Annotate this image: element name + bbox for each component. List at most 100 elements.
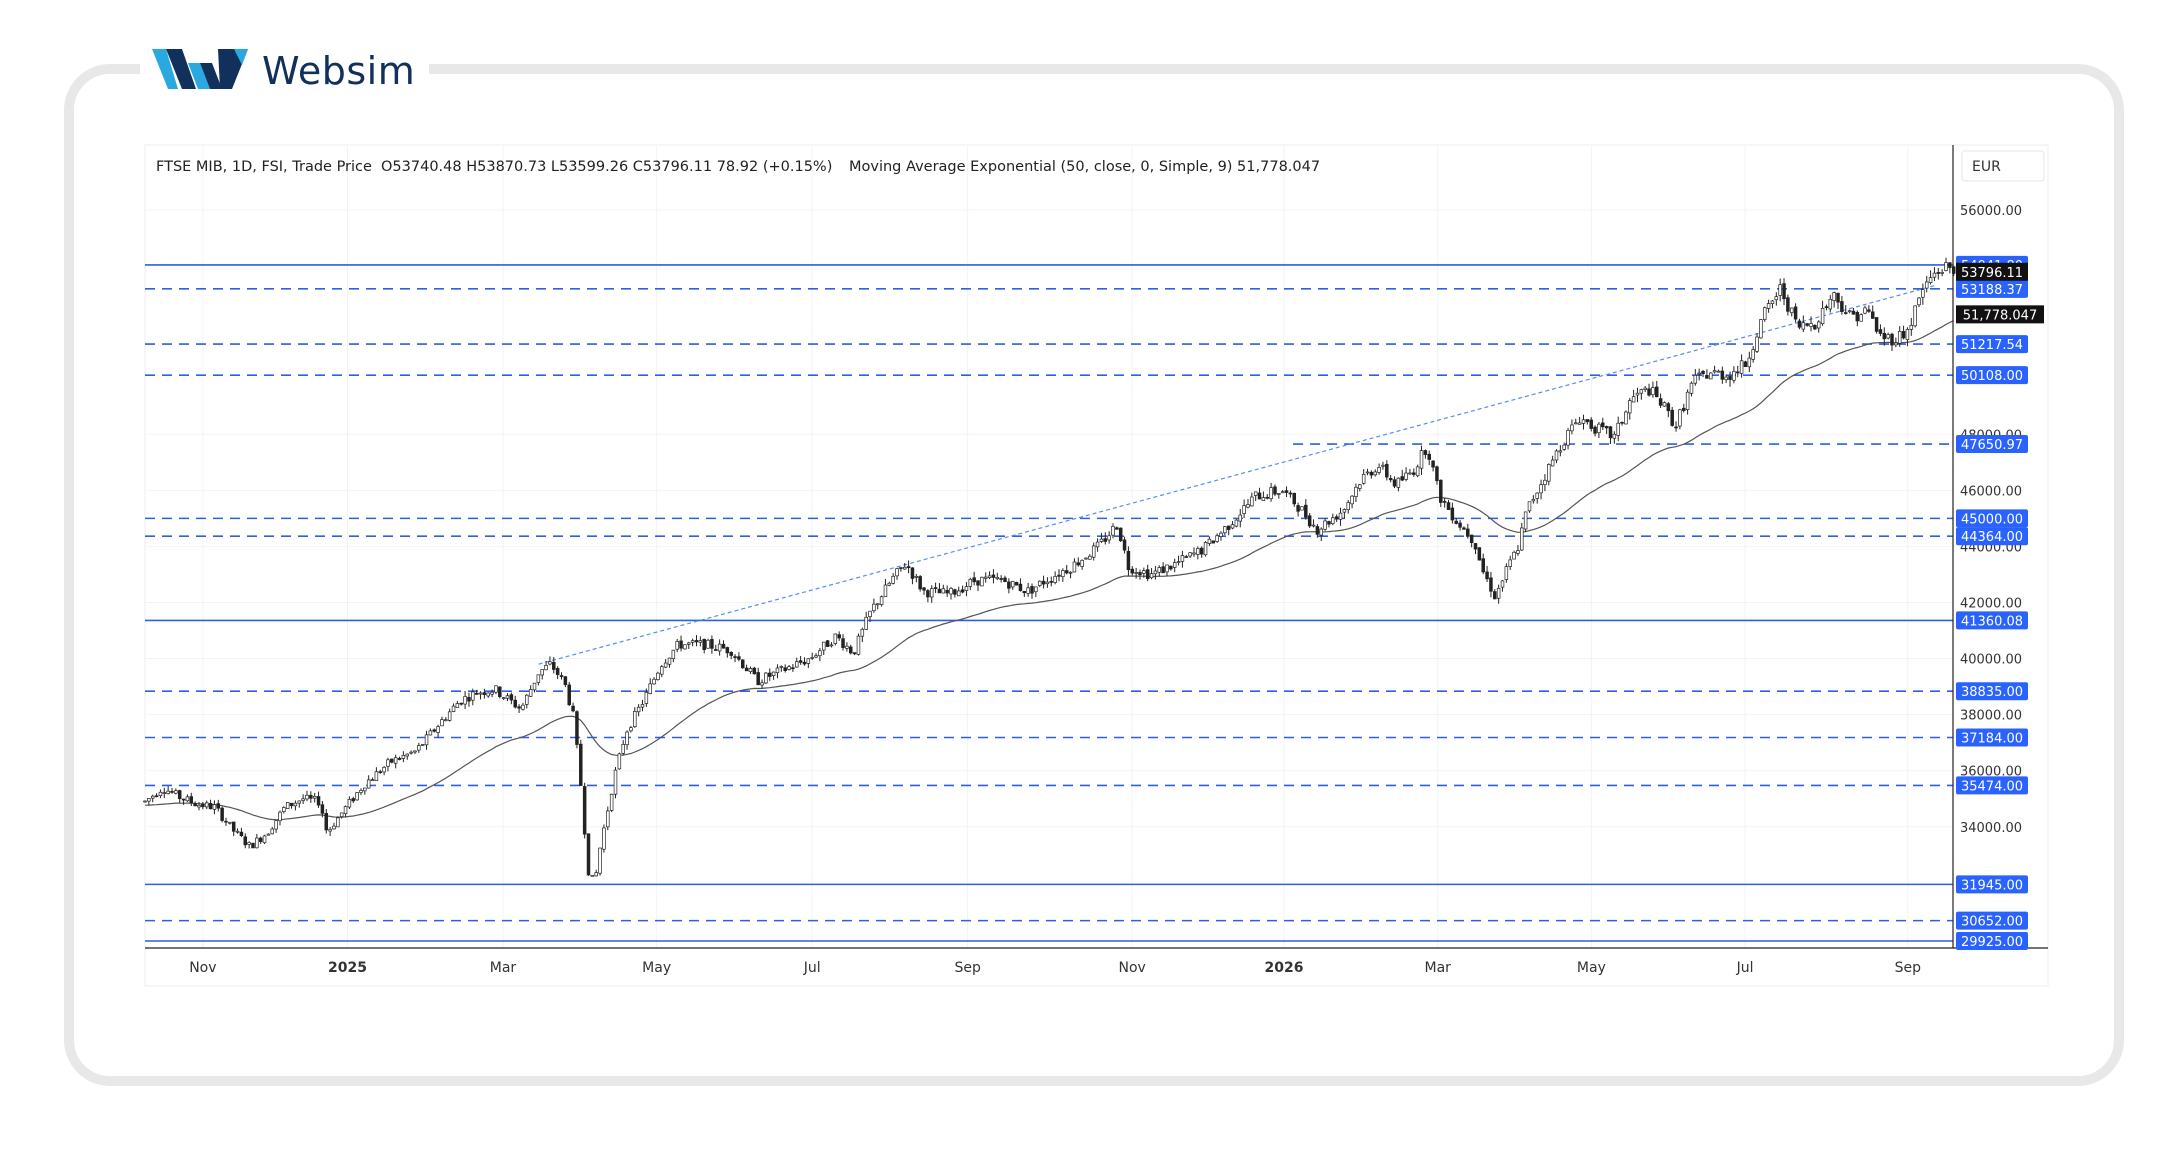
level-tag [1956,776,2028,795]
candle-body [1342,509,1347,513]
candle-body [899,567,903,569]
candle-body [282,807,286,812]
candle-body [1219,532,1223,537]
candle-body [733,656,737,658]
level-value: 47650.97 [1961,438,2023,453]
plot-area-background [144,144,2049,987]
candle-body [1666,403,1671,412]
candle-body [174,790,178,794]
candle-body [1176,561,1181,563]
candle-body [1061,570,1065,578]
candle-body [266,833,271,836]
candle-body [197,805,201,808]
candle-body [1670,409,1674,426]
candle-body [895,568,899,577]
level-value: 44364.00 [1961,530,2023,545]
candle-body [347,799,352,808]
candle-body [1682,407,1686,411]
candle-body [370,779,375,781]
candle-body [1385,463,1389,478]
candle-body [1924,281,1929,289]
candle-body [189,796,194,804]
candle-body [1307,515,1312,527]
candle-body [1867,309,1871,312]
candle-body [1766,303,1771,309]
price-tick-label: 38000.00 [1960,709,2022,724]
candle-body [1134,572,1138,574]
candle-body [571,705,575,712]
level-value: 45000.00 [1961,512,2023,527]
candle-body [1543,479,1547,486]
candle-body [833,633,838,644]
candle-body [1539,484,1543,494]
candle-body [1739,360,1744,374]
candle-body [694,640,699,643]
candle-body [841,638,845,648]
candle-body [660,666,664,675]
candle-body [1566,429,1570,446]
candle-body [1277,493,1281,495]
level-value: 51217.54 [1961,338,2023,353]
candle-body [1562,444,1566,450]
candle-body [1890,333,1894,346]
candle-body [852,652,857,655]
candle-body [687,642,691,645]
candle-body [1917,297,1921,306]
candle-body [351,798,356,802]
candle-body [937,588,942,594]
candle-body [1512,551,1516,560]
candle-body [1655,386,1659,398]
candle-body [517,706,521,709]
candle-body [1415,466,1420,477]
candle-body [185,796,190,802]
candle-body [467,696,471,702]
candle-body [409,751,413,754]
candle-body [262,835,267,844]
candle-body [1130,568,1135,574]
candle-body [702,638,706,650]
time-axis-labels: Nov 2025 Mar May Jul Sep Nov 2026 Mar May Jul Sep [189,960,1921,976]
candle-body [1292,492,1296,505]
candle-body [1238,514,1243,522]
candle-body [810,657,814,659]
candle-body [606,810,610,828]
candle-body [339,812,344,818]
candle-body [825,640,830,647]
candle-body [1030,586,1034,594]
candle-body [1735,371,1740,374]
candle-body [1269,487,1273,500]
candle-body [1207,538,1212,544]
candle-body [960,589,965,593]
time-tick-label: Jul [803,960,821,976]
candle-body [413,750,417,753]
candle-body [1469,534,1474,543]
candle-body [355,792,359,801]
candle-body [559,675,564,677]
candle-body [1462,527,1466,530]
currency-box[interactable] [1961,150,2045,182]
candle-body [540,669,544,676]
candle-body [625,731,629,746]
candle-body [228,821,232,824]
candle-body [914,575,919,578]
candle-body [1774,296,1779,301]
candle-body [1693,374,1698,384]
candle-body [1647,388,1651,396]
candle-body [879,596,884,605]
candle-body [1172,562,1177,568]
candle-body [945,589,949,594]
candle-body [1388,478,1393,481]
candle-body [814,655,818,658]
candle-body [698,640,703,643]
candle-body [332,825,336,830]
time-tick-label: May [642,960,671,976]
candle-body [929,588,934,598]
candle-body [1797,320,1802,328]
symbol-info: FTSE MIB, 1D, FSI, Trade Price [156,159,372,175]
candle-body [1080,559,1084,567]
level-value: 35474.00 [1961,779,2023,794]
candle-body [818,650,822,657]
brand-name: Websim [262,49,416,93]
candle-body [1909,324,1914,330]
